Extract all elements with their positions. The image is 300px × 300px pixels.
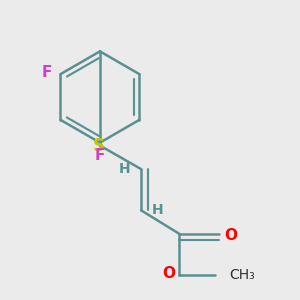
Text: CH₃: CH₃ xyxy=(229,268,255,282)
Text: H: H xyxy=(152,203,163,218)
Text: F: F xyxy=(42,65,52,80)
Text: O: O xyxy=(224,228,237,243)
Text: H: H xyxy=(119,162,131,176)
Text: O: O xyxy=(162,266,175,281)
Text: S: S xyxy=(92,136,104,154)
Text: F: F xyxy=(95,148,105,164)
